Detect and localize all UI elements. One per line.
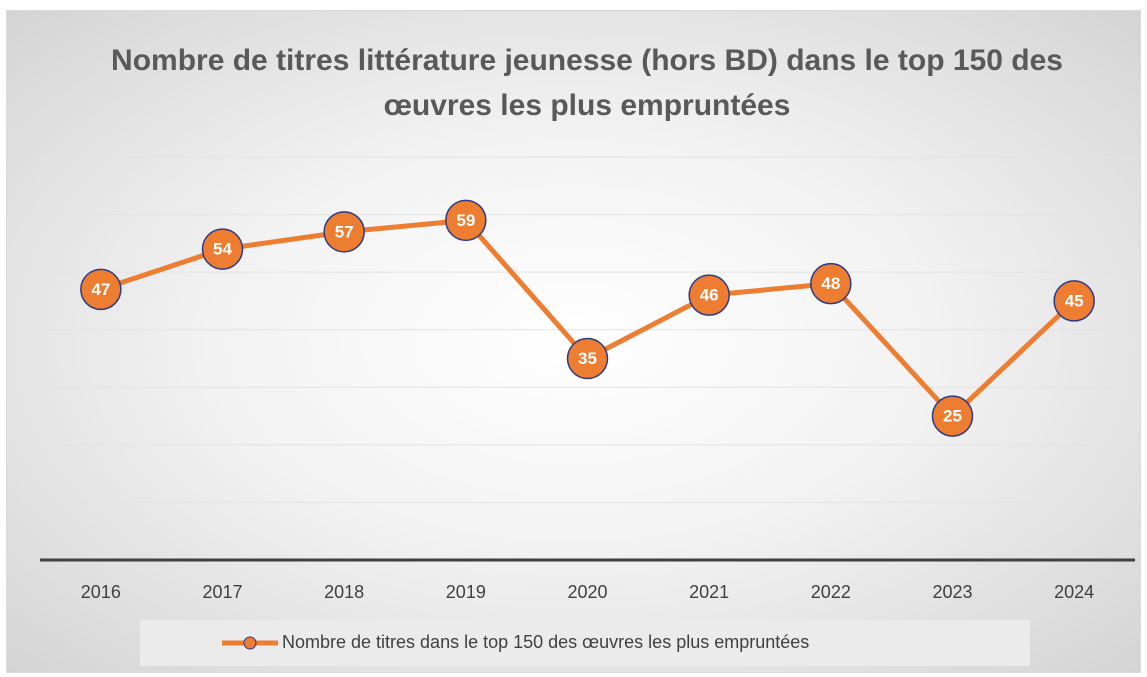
data-label: 35 [578, 349, 597, 368]
x-tick-label: 2022 [811, 582, 851, 602]
x-tick-label: 2021 [689, 582, 729, 602]
chart-title: Nombre de titres littérature jeunesse (h… [111, 44, 1063, 122]
x-tick-label: 2023 [932, 582, 972, 602]
line [100, 217, 1076, 419]
data-label: 59 [456, 211, 475, 230]
x-tick-label: 2016 [81, 582, 121, 602]
data-label: 25 [943, 407, 962, 426]
marker [445, 199, 487, 242]
marker [1053, 280, 1095, 322]
legend-box [140, 620, 1030, 666]
marker [323, 211, 365, 253]
marker [931, 395, 974, 437]
data-label: 57 [335, 222, 354, 241]
data-label: 45 [1065, 291, 1084, 310]
marker [810, 262, 852, 305]
data-label: 47 [91, 280, 110, 299]
x-tick-label: 2017 [202, 582, 242, 602]
data-label: 46 [700, 286, 719, 305]
marker [201, 228, 244, 270]
x-tick-label: 2018 [324, 582, 364, 602]
marker [688, 274, 730, 316]
marker [566, 337, 609, 380]
data-label: 54 [213, 240, 232, 259]
data-label: 48 [821, 274, 840, 293]
x-tick-label: 2024 [1054, 582, 1094, 602]
legend-marker [243, 636, 257, 650]
x-tick-label: 2020 [567, 582, 607, 602]
x-tick-label: 2019 [446, 582, 486, 602]
marker [80, 268, 122, 311]
legend-label: Nombre de titres dans le top 150 des œuv… [282, 632, 809, 652]
